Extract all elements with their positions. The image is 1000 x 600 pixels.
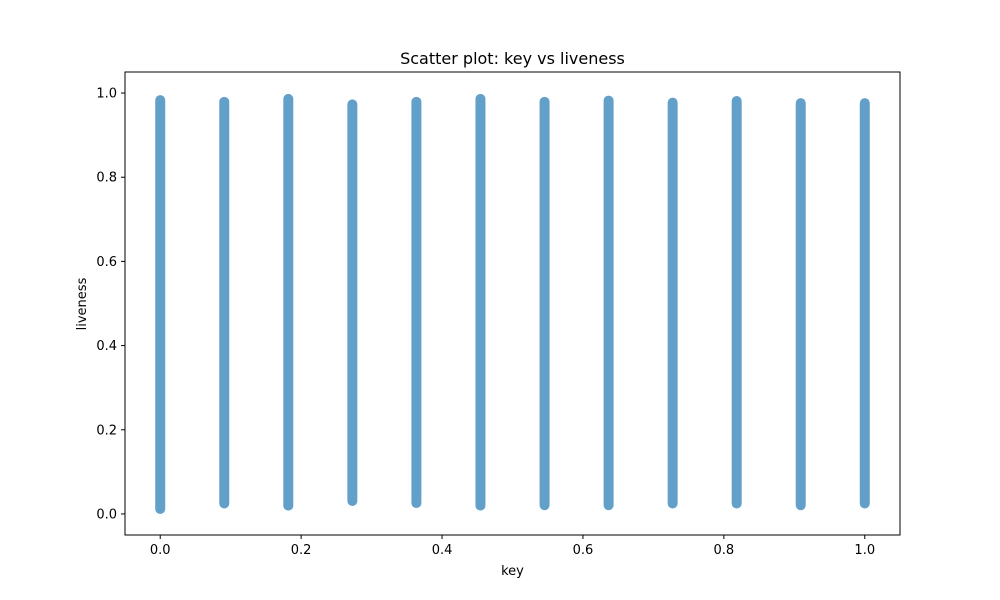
axes: 0.0 0.2 0.4 0.6 0.8 1.0 0.0 0.2 0.4 0.6 0.8 1.0: [96, 71, 901, 558]
x-tick-label-2: 0.4: [432, 543, 453, 558]
x-tick-label-0: 0.0: [150, 543, 171, 558]
point-column-4: [411, 96, 422, 509]
y-tick-label-0: 0.0: [96, 507, 117, 522]
x-tick-label-4: 0.8: [714, 543, 735, 558]
point-column-0: [155, 95, 166, 514]
x-axis-label: key: [501, 564, 524, 579]
point-column-9: [731, 95, 742, 509]
y-tick-label-1: 0.2: [96, 423, 117, 438]
point-column-8: [667, 97, 678, 509]
x-tick-label-5: 1.0: [854, 543, 875, 558]
y-tick-label-2: 0.4: [96, 339, 117, 354]
point-column-10: [795, 98, 806, 511]
point-column-5: [475, 93, 486, 511]
point-column-6: [539, 96, 550, 511]
axes-frame: [124, 71, 901, 536]
plot-area: [155, 93, 870, 514]
y-axis-label: liveness: [75, 277, 90, 330]
y-tick-label-4: 0.8: [96, 171, 117, 186]
chart-title: Scatter plot: key vs liveness: [400, 49, 625, 68]
point-column-7: [603, 95, 614, 511]
point-column-2: [283, 93, 294, 511]
point-column-3: [347, 99, 358, 506]
y-tick-label-5: 1.0: [96, 87, 117, 102]
x-tick-label-3: 0.6: [573, 543, 594, 558]
y-tick-label-3: 0.6: [96, 255, 117, 270]
point-column-11: [859, 98, 870, 509]
point-column-1: [219, 96, 230, 509]
x-tick-label-1: 0.2: [291, 543, 312, 558]
